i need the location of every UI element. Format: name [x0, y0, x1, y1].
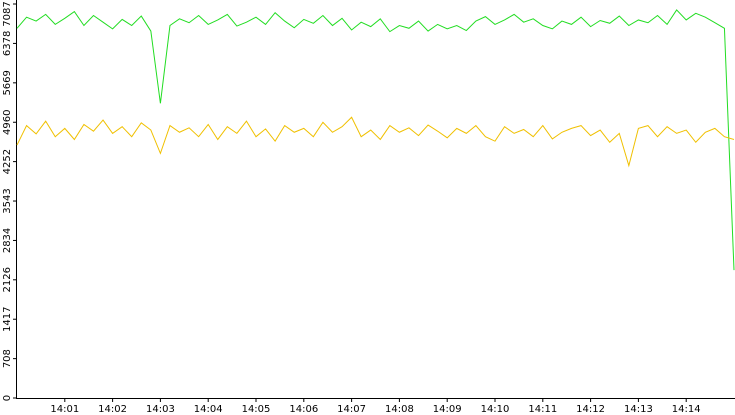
x-tick-label: 14:04 — [194, 404, 223, 415]
x-tick-label: 14:11 — [528, 404, 557, 415]
x-tick-label: 14:12 — [576, 404, 605, 415]
y-tick-label: 1417 — [2, 306, 13, 331]
x-tick-label: 14:13 — [624, 404, 653, 415]
x-tick-label: 14:14 — [672, 404, 701, 415]
y-tick-label: 6378 — [2, 31, 13, 56]
y-tick-label: 3543 — [2, 188, 13, 213]
y-tick-label: 2834 — [2, 228, 13, 253]
y-tick-label: 7087 — [2, 1, 13, 26]
y-tick-label: 4960 — [2, 110, 13, 135]
y-tick-label: 708 — [2, 349, 13, 368]
x-tick-label: 14:08 — [385, 404, 414, 415]
x-tick-label: 14:03 — [146, 404, 175, 415]
y-tick-label: 2126 — [2, 267, 13, 292]
x-tick-label: 14:05 — [242, 404, 271, 415]
y-tick-label: 0 — [2, 395, 13, 401]
x-tick-label: 14:07 — [337, 404, 366, 415]
x-tick-label: 14:09 — [433, 404, 462, 415]
x-tick-label: 14:01 — [50, 404, 79, 415]
y-tick-label: 5669 — [2, 70, 13, 95]
x-tick-label: 14:10 — [481, 404, 510, 415]
series-line — [16, 9, 735, 271]
y-tick-label: 4252 — [2, 149, 13, 174]
x-tick-label: 14:06 — [289, 404, 318, 415]
series-line — [16, 116, 735, 168]
x-tick-label: 14:02 — [98, 404, 127, 415]
